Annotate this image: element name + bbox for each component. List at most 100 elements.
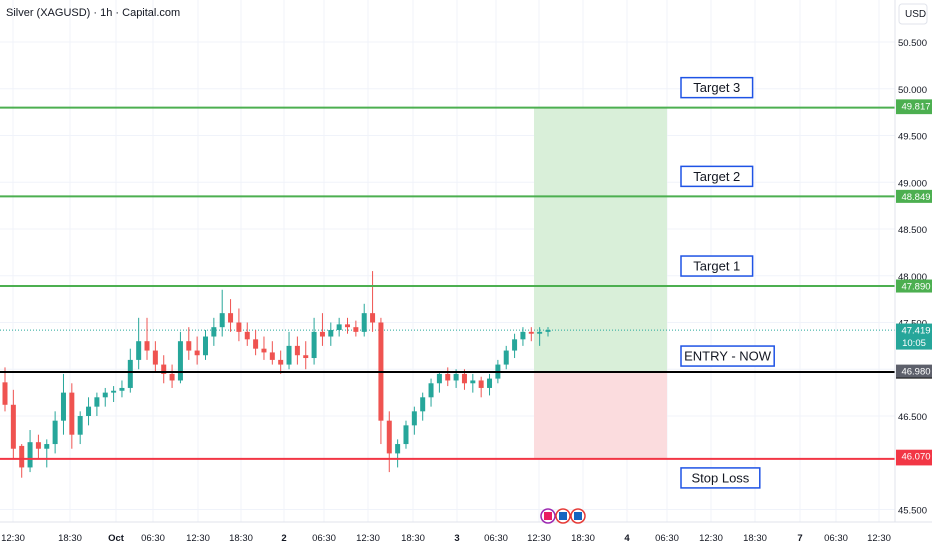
- x-tick-label: 12:30: [1, 533, 25, 544]
- candle-body: [520, 331, 526, 340]
- candle: [236, 308, 242, 342]
- candle-body: [269, 352, 275, 360]
- price-tag: 46.980: [901, 367, 930, 378]
- candle: [478, 376, 484, 398]
- candle: [261, 336, 267, 360]
- candle-body: [461, 373, 467, 384]
- candle: [102, 387, 108, 407]
- candle: [286, 331, 292, 370]
- candle-body: [512, 339, 518, 351]
- candle: [336, 317, 342, 337]
- level-label-box: [680, 255, 754, 277]
- level-price-tag-bg: [896, 189, 932, 203]
- y-tick-label: 48.500: [898, 225, 927, 236]
- candle: [445, 367, 451, 387]
- level-price-tag: 48.849: [901, 192, 930, 203]
- candle: [52, 411, 58, 454]
- candle: [169, 364, 175, 388]
- candle: [528, 327, 534, 342]
- candle: [2, 367, 8, 412]
- candle-body: [403, 425, 409, 445]
- candle-body: [27, 442, 33, 468]
- candle: [86, 397, 92, 426]
- candle-body: [161, 364, 167, 374]
- candle: [328, 322, 334, 346]
- candle-body: [44, 444, 50, 449]
- event-marker-fill: [574, 512, 582, 520]
- candle: [319, 313, 325, 346]
- level-label: Target 2: [693, 169, 740, 184]
- candle-body: [453, 373, 459, 381]
- candle-body: [127, 359, 133, 388]
- candle-body: [86, 406, 92, 416]
- candle-body: [10, 404, 16, 449]
- x-tick-label: 3: [454, 533, 459, 544]
- candle: [311, 317, 317, 365]
- level-price-tag: 47.890: [901, 282, 930, 293]
- currency-label[interactable]: USD: [905, 9, 927, 20]
- candle-body: [77, 416, 83, 435]
- price-tag: 46.070: [901, 452, 930, 463]
- candle: [361, 303, 367, 337]
- candle-body: [319, 331, 325, 337]
- candle-body: [487, 378, 493, 388]
- candle-body: [420, 397, 426, 412]
- candle-body: [353, 327, 359, 332]
- candle-body: [395, 444, 401, 454]
- flag-icon: [555, 508, 571, 524]
- candle: [512, 333, 518, 359]
- candle-body: [311, 331, 317, 359]
- event-marker-fill: [544, 512, 552, 520]
- candle-body: [336, 324, 342, 330]
- candle: [177, 331, 183, 384]
- candle: [211, 317, 217, 346]
- x-tick-label: 18:30: [229, 533, 253, 544]
- flag-icon: [570, 508, 586, 524]
- price-tag-time: 10:05: [902, 338, 926, 349]
- candle-body: [228, 313, 234, 323]
- x-tick-label: 06:30: [655, 533, 679, 544]
- candle-body: [428, 383, 434, 398]
- candle: [69, 383, 75, 449]
- candle-body: [386, 420, 392, 454]
- candle: [294, 336, 300, 365]
- x-tick-label: 12:30: [867, 533, 891, 544]
- candle: [194, 336, 200, 365]
- candle: [144, 317, 150, 360]
- candle-body: [194, 350, 200, 356]
- candle-body: [169, 373, 175, 381]
- candle: [370, 271, 376, 332]
- candle-body: [111, 390, 117, 393]
- candle-body: [94, 397, 100, 407]
- candle: [136, 317, 142, 370]
- candle-body: [537, 331, 543, 334]
- candle: [411, 406, 417, 435]
- lightning-icon: [540, 508, 556, 524]
- candle: [345, 317, 351, 334]
- candle: [520, 327, 526, 346]
- x-tick-label: 12:30: [699, 533, 723, 544]
- candle: [503, 345, 509, 370]
- candle-body: [445, 373, 451, 381]
- candle: [60, 373, 66, 435]
- level-price-tag-bg: [896, 279, 932, 293]
- price-tag: 47.419: [901, 326, 930, 337]
- price-tag-bg: [896, 99, 932, 113]
- level-label-box: [680, 345, 775, 367]
- candle-body: [328, 329, 334, 337]
- candle-body: [144, 341, 150, 351]
- y-tick-label: 48.000: [898, 272, 927, 283]
- x-tick-label: 2: [281, 533, 286, 544]
- x-tick-label: 18:30: [571, 533, 595, 544]
- candle-body: [186, 341, 192, 351]
- candle: [228, 299, 234, 332]
- candle-body: [261, 348, 267, 353]
- candle-body: [545, 329, 551, 332]
- level-label-box: [680, 76, 754, 99]
- candle-body: [211, 327, 217, 337]
- candle: [253, 329, 259, 356]
- x-tick-label: 06:30: [484, 533, 508, 544]
- x-tick-label: 18:30: [58, 533, 82, 544]
- candle: [19, 444, 25, 478]
